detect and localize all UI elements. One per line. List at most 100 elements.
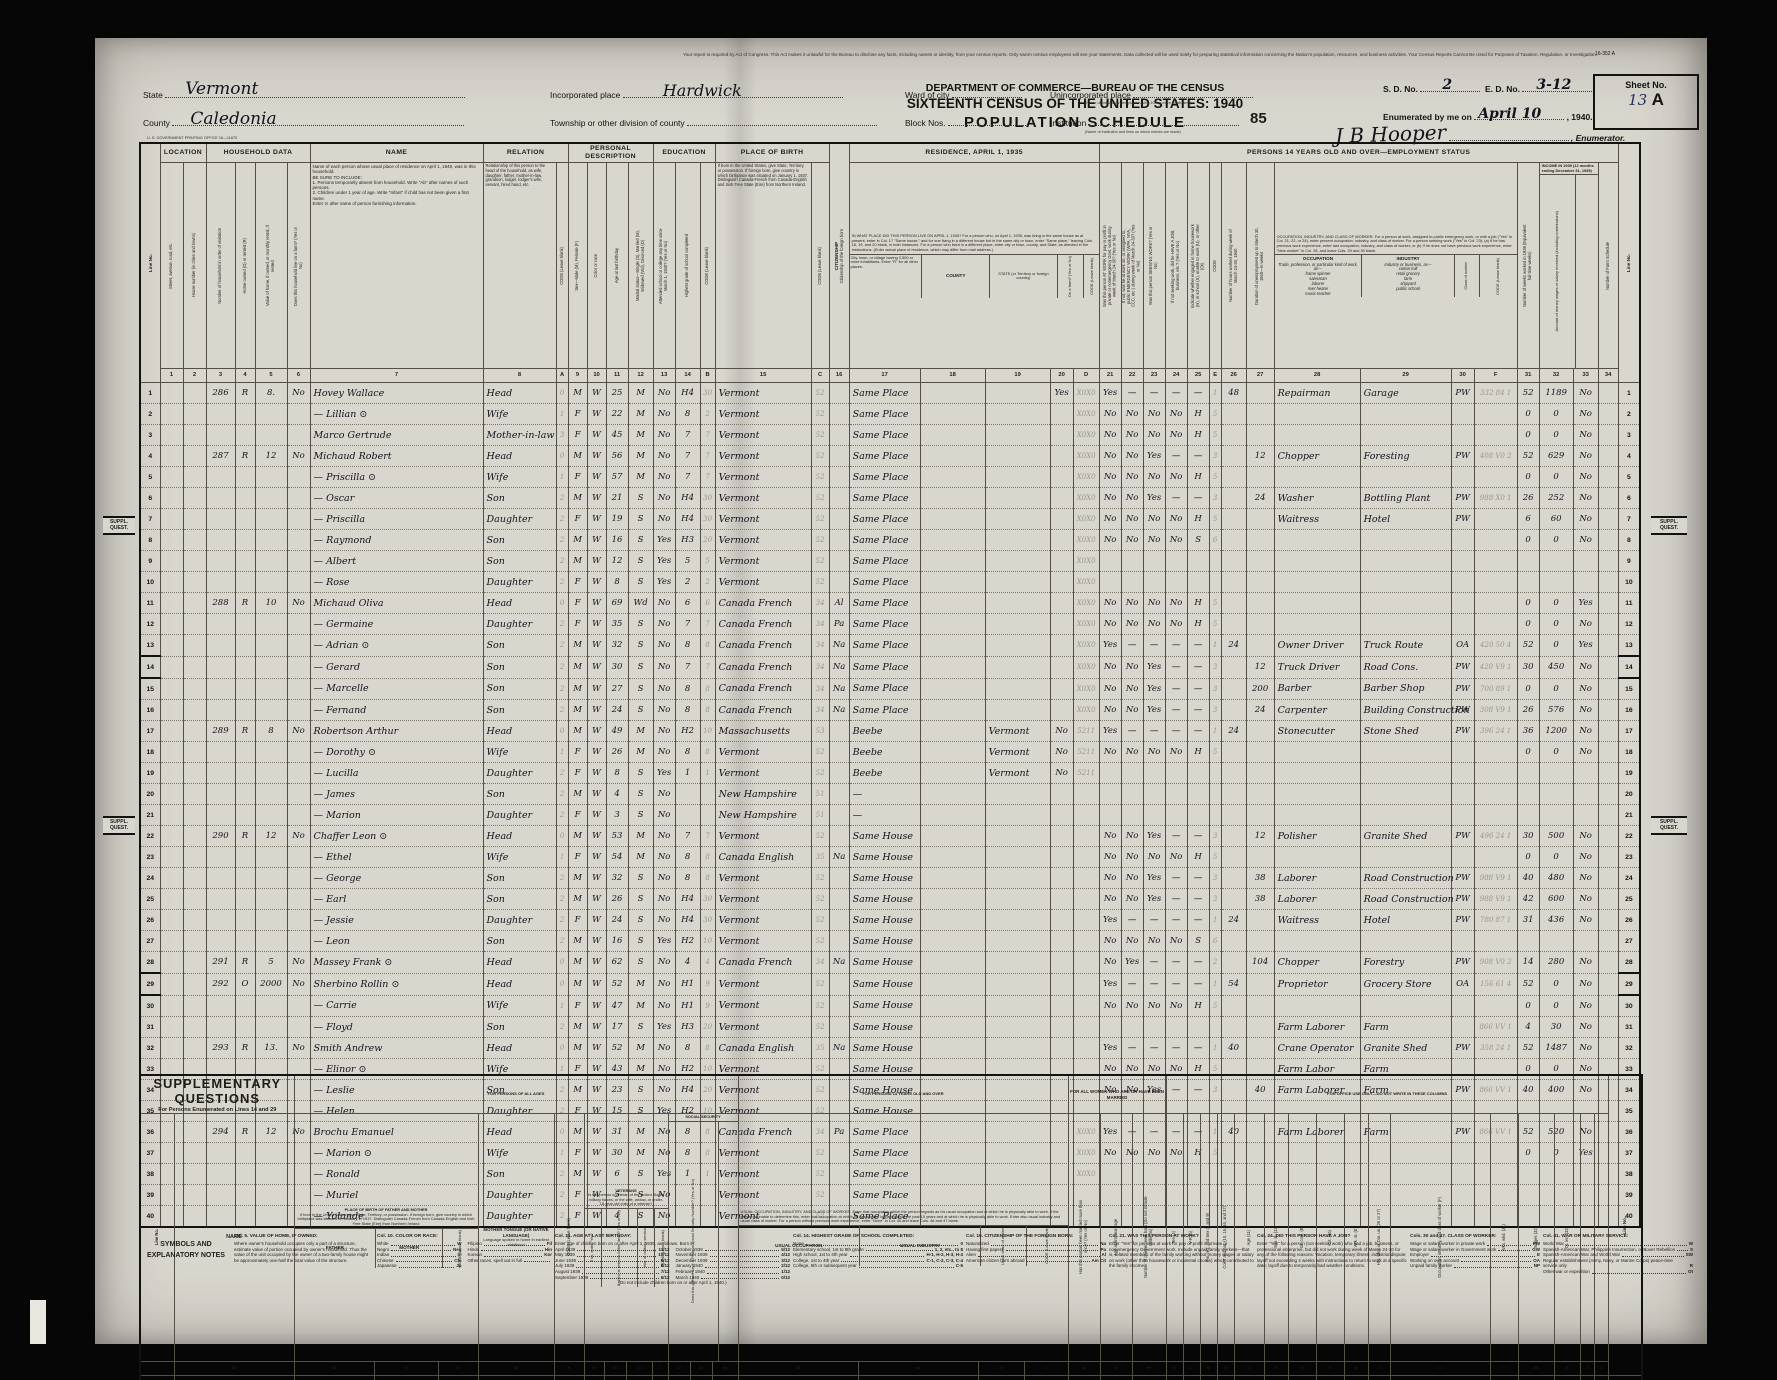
cell-c21: No [1098,508,1122,531]
cell-col: W [586,1037,607,1060]
cell-n34 [1597,825,1619,848]
col-number: 17 [848,368,921,384]
cell-col: W [586,867,607,890]
cell-c24 [1164,1016,1188,1039]
cell-rd [1072,888,1100,911]
cell-rd: X0X0 [1072,445,1100,468]
cell-c23: No [1142,508,1166,531]
cell-cit [828,487,850,510]
cell-pc: 52 [810,888,830,911]
cell-w33 [1572,804,1599,827]
cell-col: W [586,741,607,764]
supp-cell-q: 7 [1287,1375,1317,1380]
cell-rel: Wife [482,403,557,426]
cell-c22: No [1120,888,1144,911]
institution-label: Institution [1050,118,1087,128]
cell-ln2: 29 [1617,972,1641,997]
col-number: 29 [1359,368,1452,384]
cell-hn [182,466,207,489]
col17-header: City, town, or village having 2,500 or m… [850,254,923,298]
supp-usual-occ-note: USUAL OCCUPATION, INDUSTRY, AND CLASS OF… [739,1209,1068,1226]
cell-rd: 5211 [1072,762,1100,785]
cell-w32: 1487 [1538,1037,1574,1060]
cell-c23: — [1142,973,1166,996]
cell-c21 [1098,571,1122,594]
col27-header: Duration of unemployment up to March 30,… [1254,226,1265,305]
cell-gb: 7 [699,424,716,447]
cell-r17: Same House [848,995,921,1018]
note-title: Col. 5. VALUE OF HOME, IF OWNED: [234,1234,318,1239]
cell-sch: No [652,466,676,489]
sheet-label: Sheet No. [1625,80,1667,90]
cell-age: 21 [605,487,629,510]
cell-r17: Same House [848,973,921,996]
cell-gr: 7 [674,613,701,636]
cell-farm [286,656,311,679]
cell-age: 25 [605,382,629,405]
cell-n34 [1597,720,1619,743]
cell-c22: No [1120,825,1144,848]
cell-c22: No [1120,613,1144,636]
note-code: 10/12 [658,1252,670,1258]
cell-name: — James [309,783,484,806]
cell-col: W [586,825,607,848]
cell-rd: 5211 [1072,720,1100,743]
note-code: 5/12 [781,1246,790,1252]
cell-own: R [234,720,256,743]
cell-age: 56 [605,445,629,468]
cell-fcode: 156 61 4 [1473,973,1518,996]
cell-rel: Head [482,825,557,848]
cell-st [159,529,184,552]
cell-c26 [1220,804,1247,827]
cell-rd [1072,825,1100,848]
cell-w33: No [1572,867,1599,890]
cell-own [234,804,256,827]
cell-rel: Son [482,888,557,911]
cell-r18 [919,550,986,573]
supp-cell-name: Michaud Gerard [173,1375,295,1380]
cell-hh [205,909,236,932]
cell-c26 [1220,699,1247,722]
cell-occ: Chopper [1273,951,1361,974]
cell-ra: 2 [555,571,569,594]
col12-header: Marital status—Single (S), Married (M), … [634,230,645,302]
cell-mar: S [627,678,654,701]
cell-hn [182,678,207,701]
cell-c21: No [1098,466,1122,489]
section-employment: PERSONS 14 YEARS OLD AND OVER—EMPLOYMENT… [1098,142,1619,163]
col-number: 38 [477,1360,555,1376]
col-number: 11 [605,368,629,384]
note-term: October 1939 [675,1246,703,1252]
incorporated-place-value: Hardwick [662,81,742,100]
cell-ln: 16 [139,699,161,722]
cell-own [234,508,256,531]
cell-w33: No [1572,424,1599,447]
cell-gb: 9 [699,973,716,996]
supp-cell-z [1593,1375,1609,1380]
cell-ind [1359,762,1452,785]
cell-c25 [1186,1016,1210,1039]
note-term: Wage or salary worker in private work [1410,1240,1486,1246]
cell-c25 [1186,804,1210,827]
cell-ce: 6 [1208,930,1222,953]
cell-st [159,487,184,510]
supp-band-office: FOR OFFICE USE ONLY—DO NOT WRITE IN THES… [1165,1074,1609,1115]
cell-name: — Jessie [309,909,484,932]
cell-col: W [586,762,607,785]
cell-w31 [1516,550,1540,573]
note-term: June 1939 [555,1257,577,1263]
cell-c26 [1220,403,1247,426]
township-label: Township or other division of county [550,118,685,128]
note-term: Korean [467,1252,483,1258]
cell-r18 [919,909,986,932]
col-number: 32 [1538,368,1574,384]
cell-c24: — [1164,825,1188,848]
cell-c22 [1120,783,1144,806]
cell-sch: No [652,424,676,447]
col-number: P [1263,1360,1289,1376]
cell-ce: 5 [1208,424,1222,447]
cell-hh [205,762,236,785]
cell-ra: 2 [555,804,569,827]
county-field: County Caledonia [143,109,465,129]
note-code: Ot [1688,1269,1693,1275]
